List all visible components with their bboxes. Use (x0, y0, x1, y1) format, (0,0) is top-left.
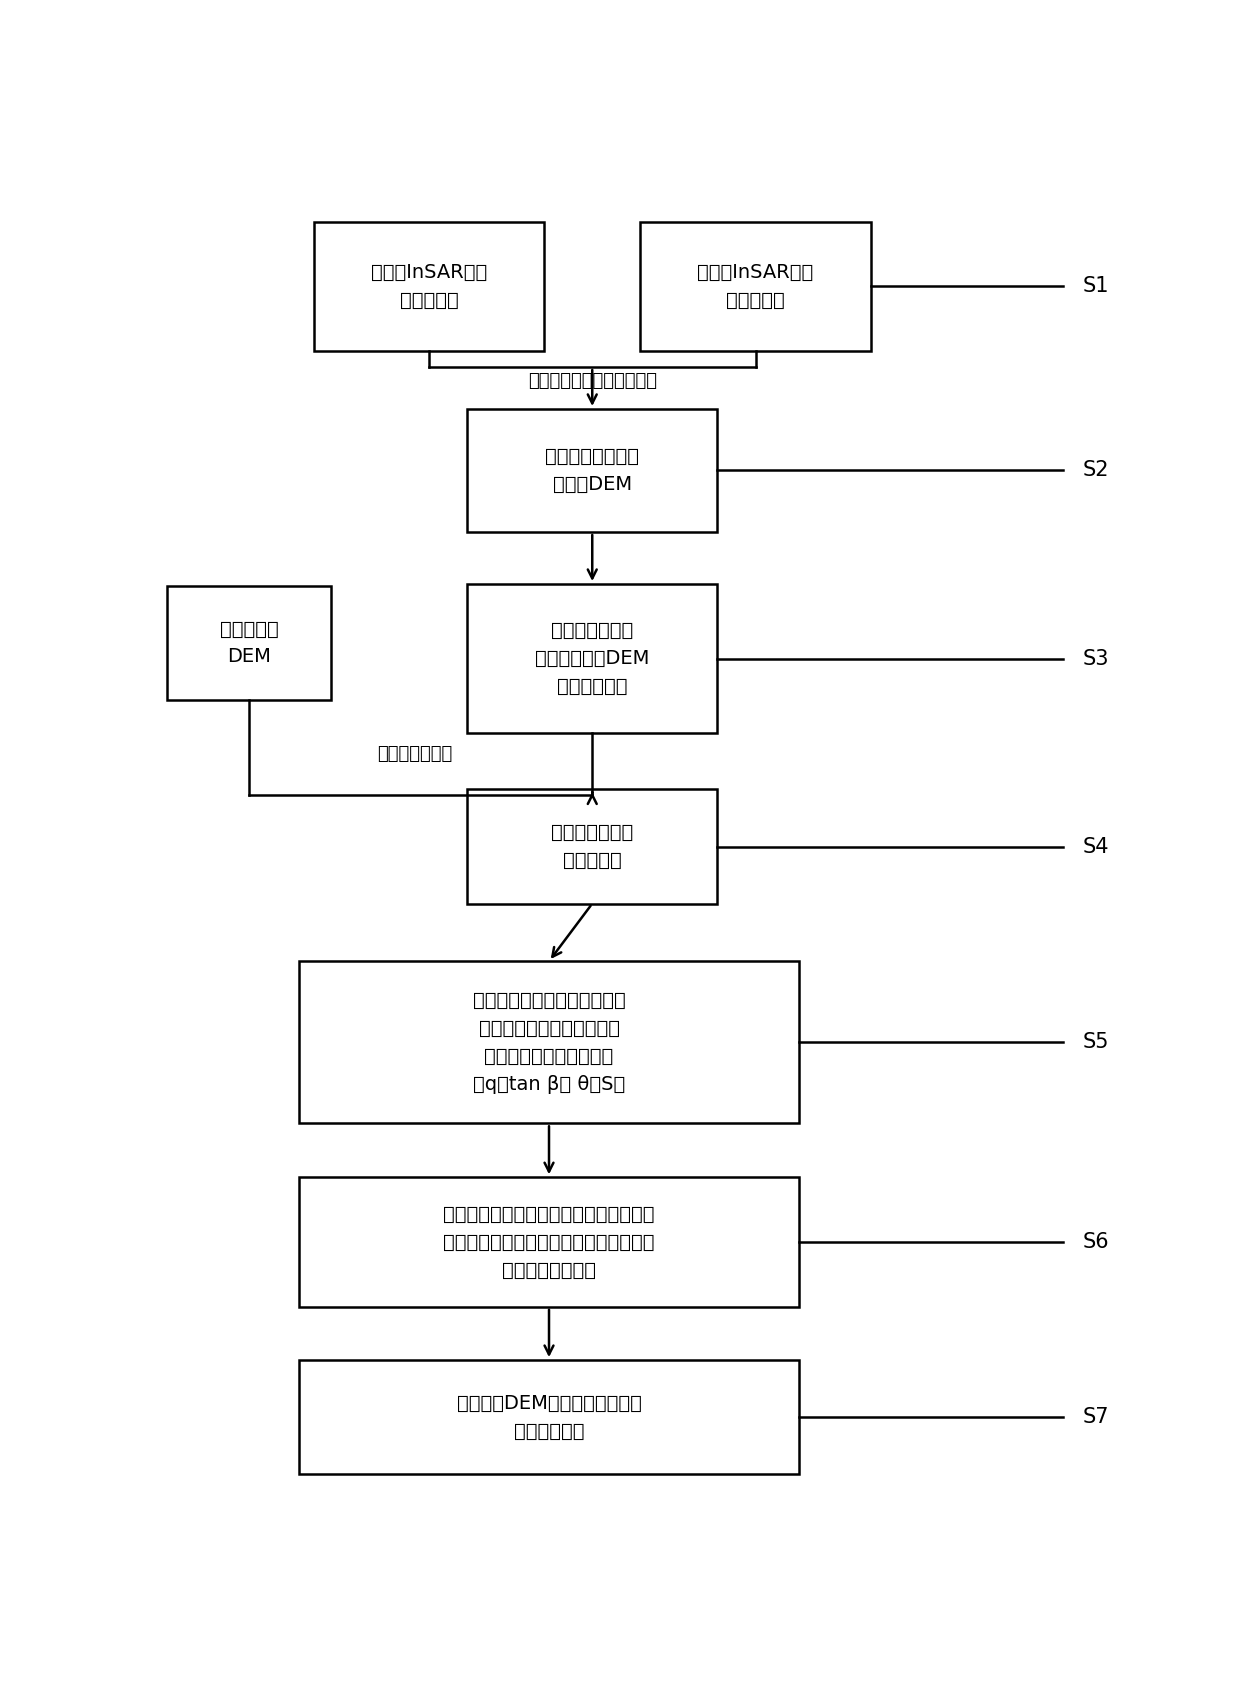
FancyBboxPatch shape (299, 1361, 799, 1474)
Text: S2: S2 (1083, 460, 1109, 480)
Text: S6: S6 (1083, 1233, 1109, 1251)
FancyBboxPatch shape (299, 962, 799, 1123)
FancyBboxPatch shape (467, 790, 717, 904)
Text: S4: S4 (1083, 837, 1109, 857)
FancyBboxPatch shape (640, 222, 870, 352)
Text: S7: S7 (1083, 1408, 1109, 1426)
FancyBboxPatch shape (467, 409, 717, 532)
Text: 叠加，差值计算: 叠加，差值计算 (377, 746, 453, 763)
Text: 沉陷区未积水区
地表下沉值: 沉陷区未积水区 地表下沉值 (551, 823, 634, 871)
Text: 利用沉陷区部分下沉监测数据
（沉陷区边缘未积水区），
求取概率积分法模型参数
（q、tan β、 θ、S）: 利用沉陷区部分下沉监测数据 （沉陷区边缘未积水区）， 求取概率积分法模型参数 （… (472, 990, 625, 1095)
Text: 与沉陷前DEM叠加，获取沉陷积
水区水下地形: 与沉陷前DEM叠加，获取沉陷积 水区水下地形 (456, 1394, 641, 1440)
Text: 沉陷前InSAR数据
（主影像）: 沉陷前InSAR数据 （主影像） (371, 263, 487, 310)
Text: 获得采煤沉陷区未
积水区DEM: 获得采煤沉陷区未 积水区DEM (546, 446, 640, 493)
FancyBboxPatch shape (467, 584, 717, 733)
Text: 沉陷后InSAR数据
（辅影像）: 沉陷后InSAR数据 （辅影像） (697, 263, 813, 310)
Text: 配准、干涉、去平地、解缠: 配准、干涉、去平地、解缠 (528, 372, 657, 391)
Text: S3: S3 (1083, 648, 1109, 669)
Text: 获取沉陷前
DEM: 获取沉陷前 DEM (219, 620, 279, 667)
FancyBboxPatch shape (314, 222, 544, 352)
FancyBboxPatch shape (299, 1177, 799, 1307)
Text: 求取坐标转换参
数，将未积水DEM
坐标进行转换: 求取坐标转换参 数，将未积水DEM 坐标进行转换 (536, 621, 650, 695)
Text: S5: S5 (1083, 1032, 1109, 1052)
Text: 根据采煤工作面参数，利用概率积分法模
型及已获取的参数，对沉陷区积水区域进
行插值计算下沉值: 根据采煤工作面参数，利用概率积分法模 型及已获取的参数，对沉陷区积水区域进 行插… (443, 1204, 655, 1280)
FancyBboxPatch shape (167, 586, 331, 701)
Text: S1: S1 (1083, 276, 1109, 296)
